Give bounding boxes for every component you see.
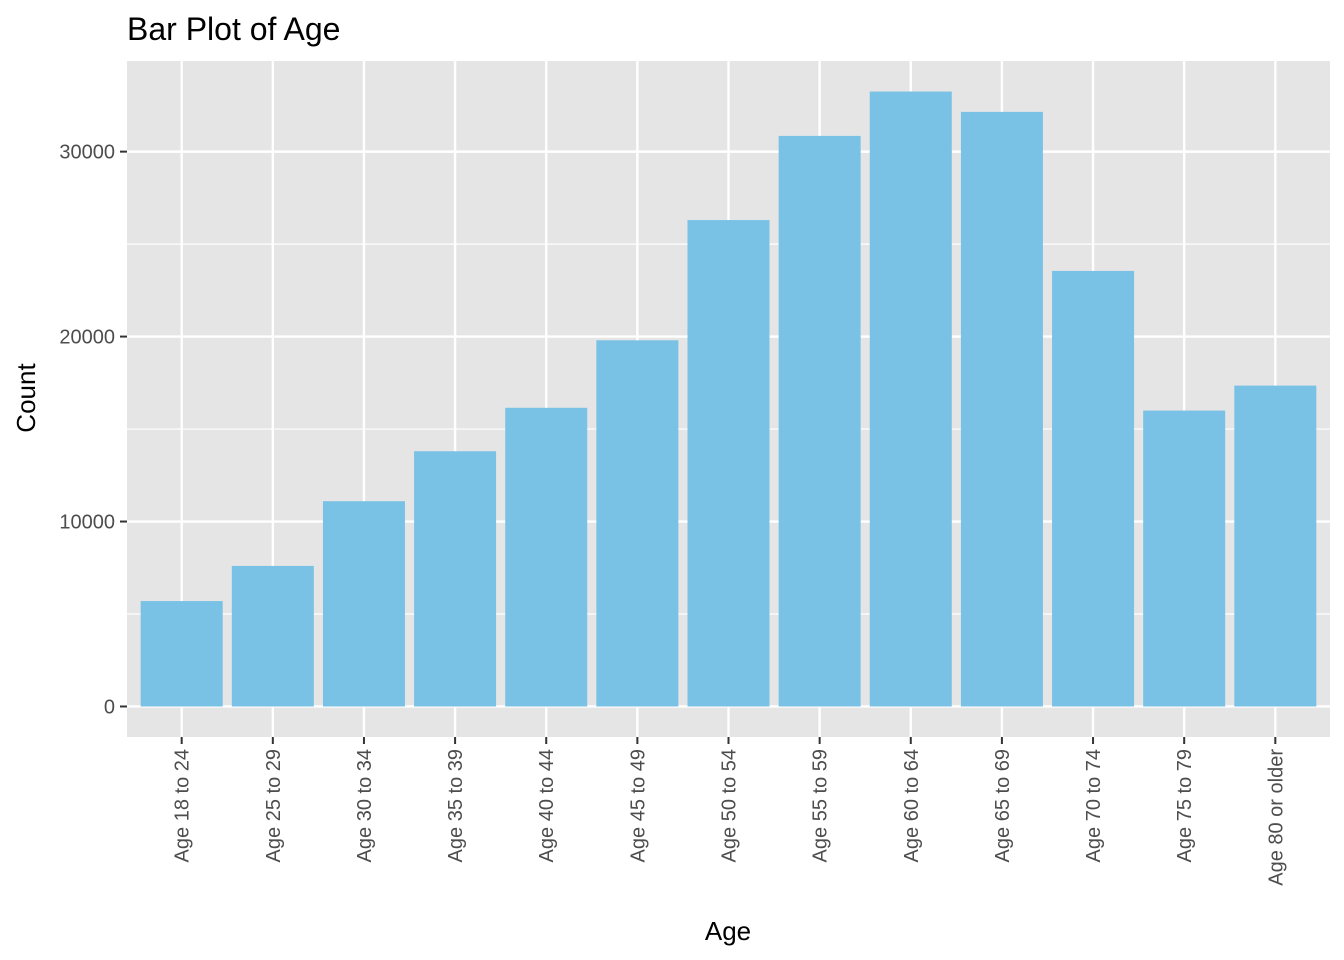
chart-title: Bar Plot of Age bbox=[127, 11, 340, 47]
bar-9 bbox=[869, 91, 952, 707]
bars bbox=[140, 91, 1317, 707]
x-tick-label: Age 35 to 39 bbox=[445, 749, 467, 862]
bar-8 bbox=[778, 135, 861, 707]
x-tick-label: Age 30 to 34 bbox=[354, 749, 376, 862]
x-tick-label: Age 50 to 54 bbox=[719, 749, 741, 862]
y-tick-label: 10000 bbox=[59, 512, 115, 534]
x-tick-label: Age 70 to 74 bbox=[1083, 749, 1105, 862]
y-axis-ticks: 0 10000 20000 30000 bbox=[59, 142, 127, 718]
bar-7 bbox=[687, 220, 770, 707]
x-axis-title: Age bbox=[705, 916, 751, 946]
y-tick-label: 20000 bbox=[59, 327, 115, 349]
x-tick-label: Age 75 to 79 bbox=[1174, 749, 1196, 862]
bar-2 bbox=[231, 565, 314, 707]
x-tick-label: Age 25 to 29 bbox=[263, 749, 285, 862]
bar-4 bbox=[414, 451, 497, 707]
bar-5 bbox=[505, 407, 588, 707]
x-tick-label: Age 45 to 49 bbox=[627, 749, 649, 862]
bar-6 bbox=[596, 340, 679, 707]
bar-10 bbox=[960, 111, 1043, 707]
bar-12 bbox=[1143, 410, 1226, 707]
y-tick-label: 0 bbox=[104, 696, 115, 718]
x-tick-label: Age 55 to 59 bbox=[810, 749, 832, 862]
bar-11 bbox=[1052, 270, 1135, 707]
x-axis-ticks: Age 18 to 24 Age 25 to 29 Age 30 to 34 Age … bbox=[172, 737, 1287, 886]
y-tick-label: 30000 bbox=[59, 142, 115, 164]
bar-13 bbox=[1234, 385, 1317, 707]
x-tick-label: Age 18 to 24 bbox=[172, 749, 194, 862]
y-axis-title: Count bbox=[11, 363, 41, 433]
x-tick-label: Age 65 to 69 bbox=[992, 749, 1014, 862]
x-tick-label: Age 60 to 64 bbox=[901, 749, 923, 862]
x-tick-label: Age 80 or older bbox=[1265, 749, 1287, 886]
bar-3 bbox=[322, 501, 405, 707]
bar-1 bbox=[140, 601, 223, 707]
x-tick-label: Age 40 to 44 bbox=[536, 749, 558, 862]
